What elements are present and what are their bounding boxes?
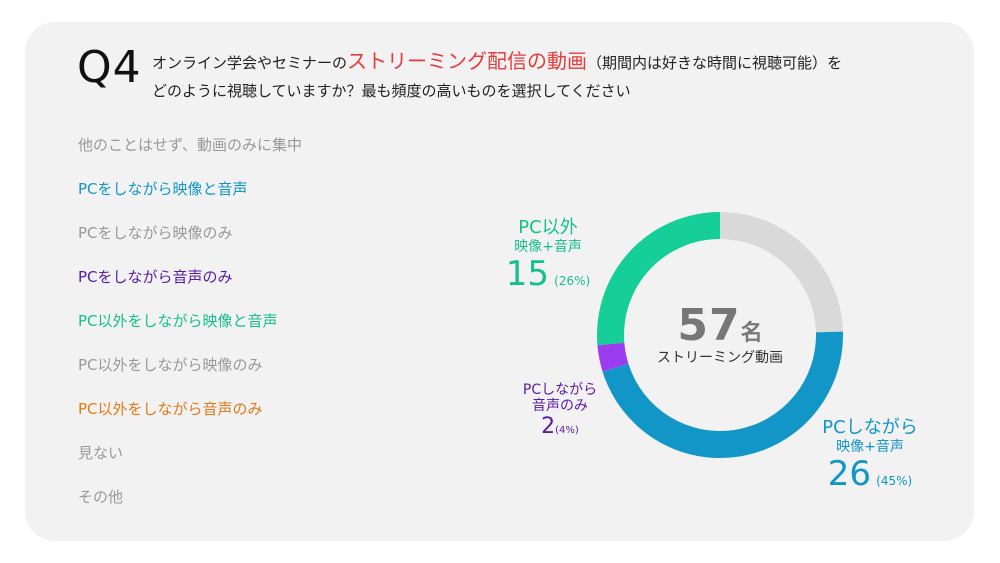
answer-options: 他のことはせず、動画のみに集中 PCをしながら映像と音声 PCをしながら映像のみ… [78,135,302,531]
option-4: PC以外をしながら映像と音声 [78,312,278,330]
slice-percent: (26%) [554,273,591,288]
slice-value: 26 [827,453,872,494]
slice-label-line1: PCしながら [522,382,598,398]
donut-slice-0 [602,331,843,459]
total-value: 57 [677,300,741,351]
option-1: PCをしながら映像と音声 [78,180,248,198]
slice-label-pc-audio: PCしながら 音声のみ 2(4%) [510,382,610,439]
donut-center: 57名 ストリーミング動画 [640,300,800,367]
option-0: 他のことはせず、動画のみに集中 [78,136,302,154]
question-text: オンライン学会やセミナーのストリーミング配信の動画（期間内は好きな時間に視聴可能… [152,47,932,105]
donut-slice-2 [597,212,720,346]
donut-slice-3 [720,212,843,333]
option-5: PC以外をしながら映像のみ [78,356,263,374]
option-2: PCをしながら映像のみ [78,224,233,242]
slice-label-nonpc-av: PC以外 映像+音声 15 (26%) [488,217,608,294]
total-label: ストリーミング動画 [657,350,783,366]
slice-value: 2 [541,414,556,440]
option-6: PC以外をしながら音声のみ [78,400,263,418]
slice-label-line2: 映像+音声 [836,438,904,455]
option-8: その他 [78,488,124,506]
question-text-before: オンライン学会やセミナーの [152,54,348,72]
slice-label-pc-av: PCしながら 映像+音声 26 (45%) [810,417,930,494]
slice-label-line2: 映像+音声 [514,238,582,255]
slice-percent: (45%) [876,473,913,488]
total-unit: 名 [740,321,763,346]
slice-label-line1: PC以外 [518,217,578,238]
question-number: Q4 [77,42,142,93]
slice-percent: (4%) [555,425,579,437]
question-highlight: ストリーミング配信の動画 [347,49,588,73]
option-3: PCをしながら音声のみ [78,268,233,286]
donut-slice-1 [597,342,629,372]
question-line2: どのように視聴していますか？最も頻度の高いものを選択してください [152,82,631,100]
slice-label-line2: 音声のみ [532,398,588,415]
slice-label-line1: PCしながら [822,417,918,438]
slice-value: 15 [505,253,550,294]
option-7: 見ない [78,444,124,462]
question-text-after: （期間内は好きな時間に視聴可能）を [587,54,843,72]
